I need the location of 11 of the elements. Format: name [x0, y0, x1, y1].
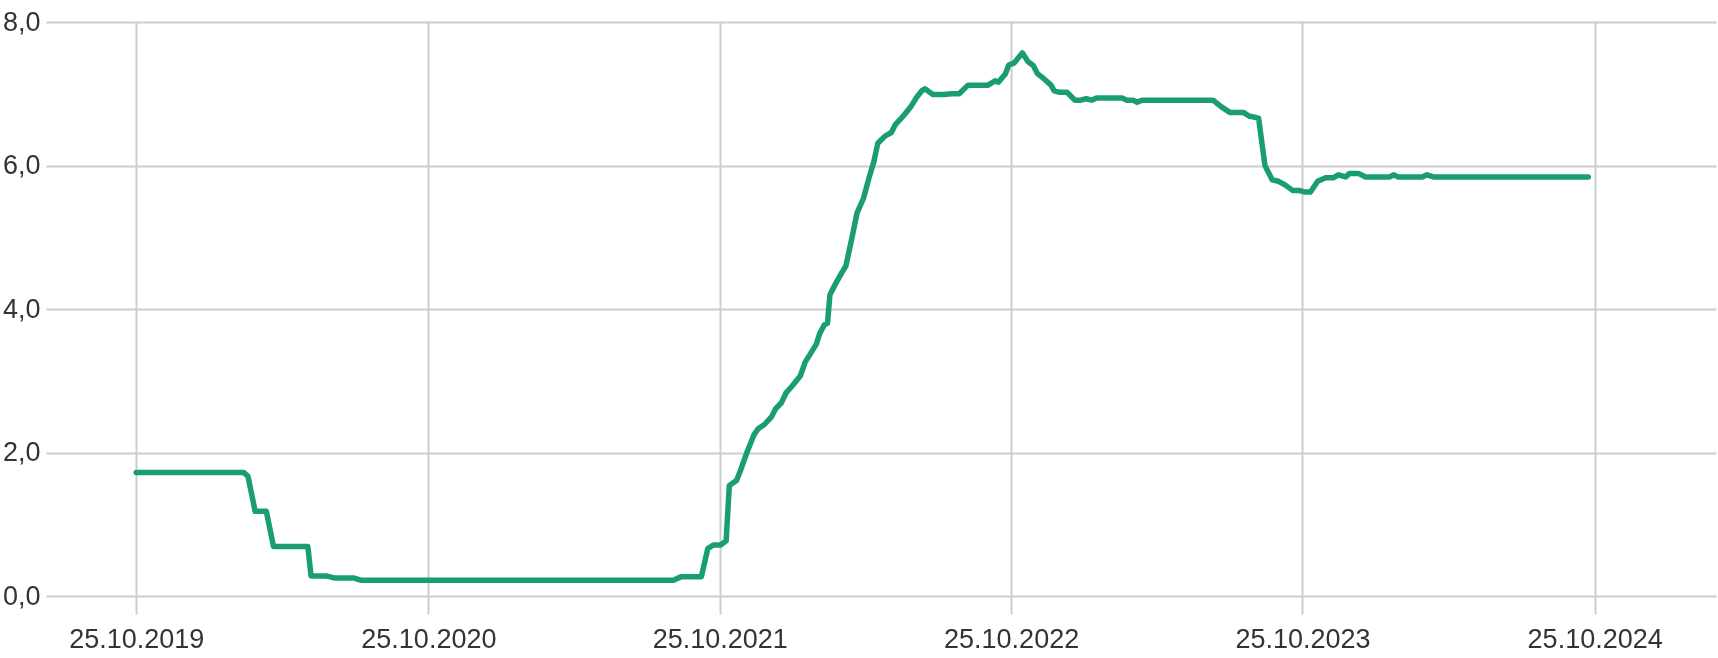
- x-tick-label: 25.10.2023: [1235, 623, 1371, 654]
- y-tick-label: 8,0: [2, 6, 41, 37]
- x-tick-label: 25.10.2021: [652, 623, 788, 654]
- x-tick-label: 25.10.2022: [944, 623, 1080, 654]
- y-tick-label: 0,0: [2, 580, 41, 611]
- y-tick-label: 4,0: [2, 293, 41, 324]
- y-tick-label: 2,0: [2, 437, 41, 467]
- x-tick-label: 25.10.2020: [361, 623, 497, 654]
- y-tick-label: 6,0: [2, 150, 41, 180]
- x-tick-label: 25.10.2019: [69, 623, 205, 654]
- x-tick-label: 25.10.2024: [1527, 623, 1663, 654]
